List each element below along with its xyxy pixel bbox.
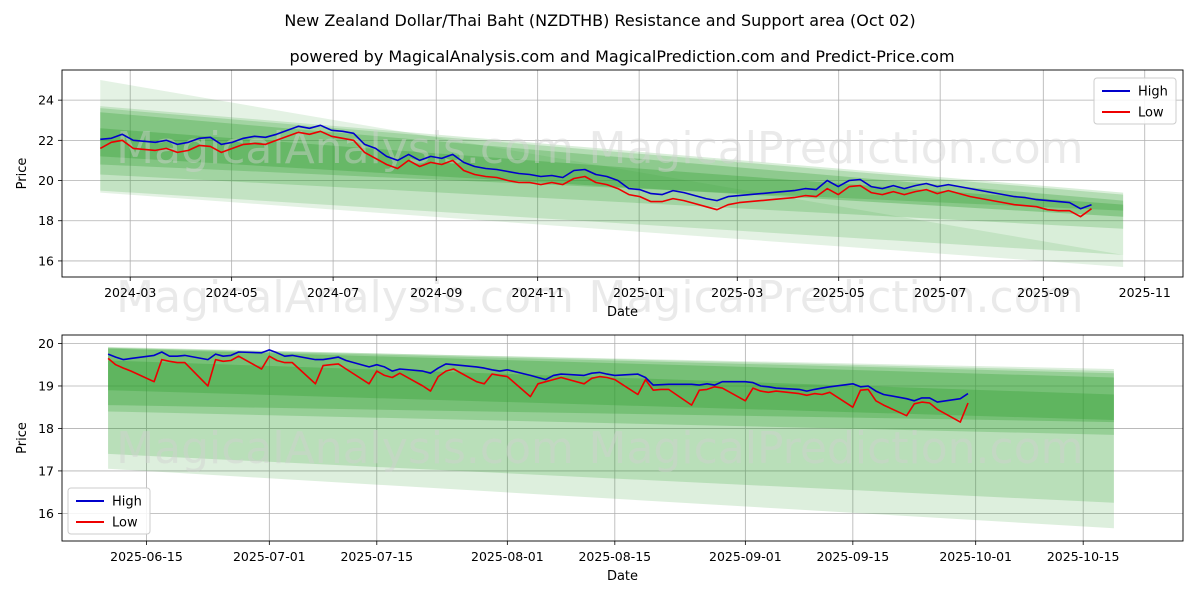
x-tick-label: 2025-09-01 (709, 549, 782, 564)
y-tick-label: 18 (38, 213, 54, 228)
y-tick-label: 19 (38, 378, 54, 393)
legend: High Low (67, 487, 151, 535)
band-0 (108, 347, 1114, 529)
legend-label-low: Low (1138, 106, 1164, 121)
low-series-line (107, 355, 969, 423)
bottom-chart-panel: MagicalAnalysis.com MagicalPrediction.com… (15, 334, 1184, 584)
series-lines (99, 124, 1092, 218)
x-axis-label: Date (607, 569, 638, 584)
axes-frame (61, 334, 1184, 542)
x-tick-label: 2025-08-01 (471, 549, 544, 564)
y-tick-label: 22 (38, 133, 54, 148)
watermark: MagicalPrediction.com (589, 272, 1084, 323)
y-tick-label: 20 (38, 173, 54, 188)
band-3 (108, 348, 1114, 423)
figure-title: New Zealand Dollar/Thai Baht (NZDTHB) Re… (284, 11, 915, 30)
x-tick-label: 2025-09 (1017, 285, 1069, 300)
watermark: MagicalAnalysis.com (116, 423, 574, 474)
band-2 (108, 347, 1114, 435)
x-tick-label: 2024-03 (104, 285, 156, 300)
x-tick-label: 2024-07 (307, 285, 359, 300)
x-tick-label: 2025-07-01 (233, 549, 306, 564)
x-tick-label: 2025-09-15 (817, 549, 890, 564)
watermark: MagicalAnalysis.com (116, 123, 574, 174)
legend: High Low (1093, 77, 1177, 125)
low-series-line (99, 130, 1092, 218)
legend-label-high: High (1138, 85, 1168, 100)
support-resistance-bands (108, 346, 1114, 529)
watermark: MagicalPrediction.com (589, 123, 1084, 174)
x-tick-label: 2024-11 (512, 285, 564, 300)
x-tick-label: 2025-08-15 (578, 549, 651, 564)
x-tick-label: 2025-10-15 (1047, 549, 1120, 564)
x-axis-label: Date (607, 305, 638, 320)
band-4 (108, 360, 1114, 420)
x-tick-label: 2025-07 (914, 285, 966, 300)
series-lines (107, 349, 969, 423)
x-tick-label: 2024-09 (410, 285, 462, 300)
y-axis-label: Price (15, 422, 30, 454)
y-tick-label: 24 (38, 93, 54, 108)
band-0 (100, 80, 1124, 267)
figure-subtitle: powered by MagicalAnalysis.com and Magic… (289, 47, 954, 66)
x-tick-label: 2024-05 (206, 285, 258, 300)
y-axis-label: Price (15, 158, 30, 190)
x-tick-label: 2025-07-15 (340, 549, 413, 564)
y-tick-label: 20 (38, 336, 54, 351)
top-chart-panel: MagicalAnalysis.com MagicalPrediction.com… (15, 69, 1184, 323)
legend-label-high: High (112, 495, 142, 510)
band-2 (100, 108, 1124, 229)
x-tick-label: 2025-03 (711, 285, 763, 300)
band-4 (100, 128, 1124, 217)
legend-label-low: Low (112, 516, 138, 531)
high-series-line (107, 349, 969, 403)
x-tick-label: 2025-10-01 (939, 549, 1012, 564)
y-tick-label: 18 (38, 421, 54, 436)
y-tick-label: 16 (38, 506, 54, 521)
y-tick-label: 16 (38, 253, 54, 268)
high-series-line (100, 124, 1092, 210)
y-tick-label: 17 (38, 463, 54, 478)
x-tick-label: 2025-01 (613, 285, 665, 300)
watermark: MagicalAnalysis.com (116, 272, 574, 323)
x-tick-label: 2025-05 (813, 285, 865, 300)
x-tick-label: 2025-06-15 (110, 549, 183, 564)
x-tick-label: 2025-11 (1119, 285, 1171, 300)
axes-frame (61, 69, 1184, 278)
watermark: MagicalPrediction.com (589, 423, 1084, 474)
grid-lines (62, 335, 1183, 541)
